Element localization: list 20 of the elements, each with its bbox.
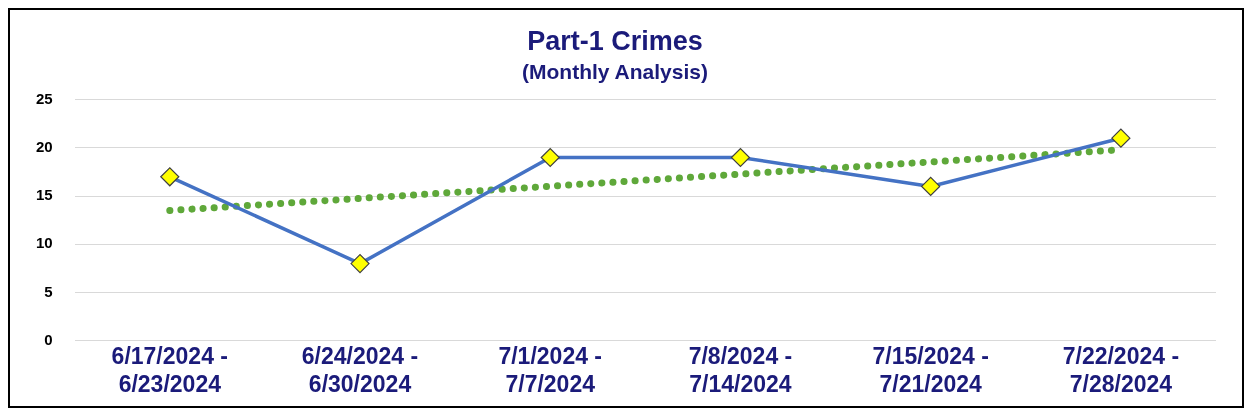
y-tick-label: 15 xyxy=(36,186,53,204)
y-tick-label: 0 xyxy=(44,330,53,348)
point xyxy=(350,254,370,274)
x-tick-label: 6/17/2024 - 6/23/2024 xyxy=(111,342,228,397)
x-tick-label: 7/8/2024 - 7/14/2024 xyxy=(688,342,793,397)
y-tick-label: 25 xyxy=(36,89,53,107)
y-tick-label: 5 xyxy=(44,282,53,300)
point xyxy=(730,147,751,168)
chart-subtitle: (Monthly Analysis) xyxy=(522,59,708,83)
x-tick-label: 7/22/2024 - 7/28/2024 xyxy=(1062,342,1180,397)
x-tick-label: 6/24/2024 - 6/30/2024 xyxy=(301,342,419,397)
y-tick-label: 20 xyxy=(36,137,53,155)
x-tick-label: 7/1/2024 - 7/7/2024 xyxy=(498,342,603,397)
point xyxy=(160,167,180,187)
chart-title: Part-1 Crimes xyxy=(527,25,703,56)
y-tick-label: 10 xyxy=(36,234,53,252)
point xyxy=(1111,128,1131,148)
x-tick-label: 7/15/2024 - 7/21/2024 xyxy=(872,342,989,397)
point xyxy=(921,176,941,197)
point xyxy=(540,147,560,168)
